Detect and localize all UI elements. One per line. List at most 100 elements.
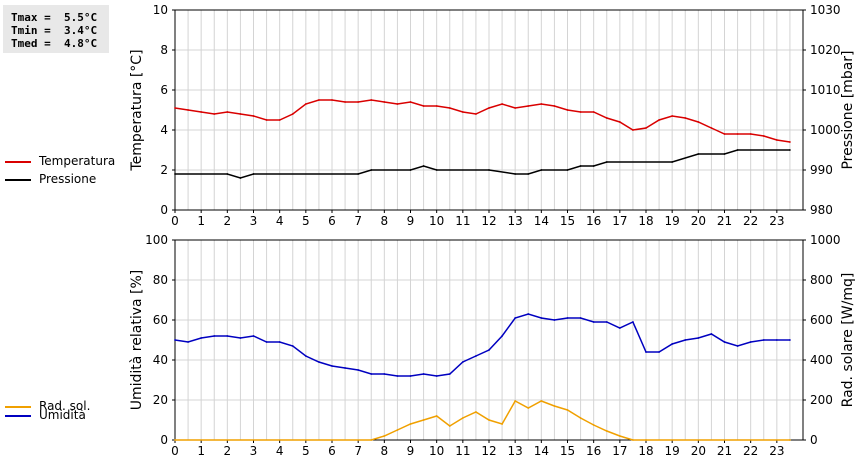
data-point-umidit	[514, 317, 517, 319]
data-point-umidit	[422, 373, 425, 375]
data-point-umidit	[775, 339, 778, 341]
bottom-x-tick-label: 23	[769, 444, 784, 458]
data-point-umidit	[723, 341, 726, 343]
legend-pressione-swatch	[5, 179, 31, 181]
data-point-pressione	[527, 173, 530, 175]
bottom-y2-tick-label: 1000	[810, 233, 841, 247]
bottom-x-tick-label: 15	[560, 444, 575, 458]
data-point-rad-sol	[540, 400, 543, 402]
top-x-tick-label: 4	[276, 214, 284, 228]
data-point-umidit	[540, 317, 543, 319]
data-point-umidit	[291, 345, 294, 347]
data-point-umidit	[618, 327, 621, 329]
data-point-umidit	[383, 373, 386, 375]
top-x-tick-label: 21	[717, 214, 732, 228]
data-point-temperatura	[501, 103, 503, 105]
data-point-temperatura	[200, 111, 203, 113]
legend-temperatura-swatch	[5, 161, 31, 163]
data-point-temperatura	[252, 115, 255, 117]
data-point-pressione	[226, 173, 229, 175]
data-point-temperatura	[775, 139, 778, 141]
data-point-rad-sol	[461, 417, 464, 419]
bottom-x-tick-label: 18	[638, 444, 653, 458]
data-point-temperatura	[605, 117, 608, 119]
data-point-umidit	[278, 341, 281, 343]
data-point-umidit	[697, 337, 700, 339]
data-point-pressione	[789, 149, 791, 151]
data-point-umidit	[370, 373, 373, 375]
data-point-pressione	[723, 153, 726, 155]
data-point-pressione	[736, 149, 739, 151]
data-point-temperatura	[553, 105, 556, 107]
data-point-temperatura	[357, 101, 360, 103]
top-x-tick-label: 13	[508, 214, 523, 228]
top-y2-tick-label: 1020	[810, 43, 841, 57]
bottom-x-tick-label: 10	[429, 444, 444, 458]
data-point-temperatura	[383, 101, 386, 103]
data-point-temperatura	[370, 99, 373, 101]
data-point-umidit	[239, 337, 242, 339]
data-point-rad-sol	[409, 423, 412, 425]
bottom-x-tick-label: 21	[717, 444, 732, 458]
bottom-x-tick-label: 22	[743, 444, 758, 458]
data-point-pressione	[252, 173, 255, 175]
bottom-x-tick-label: 3	[250, 444, 258, 458]
data-point-umidit	[252, 335, 255, 337]
data-point-pressione	[435, 169, 438, 171]
data-point-rad-sol	[422, 419, 425, 421]
top-x-tick-label: 22	[743, 214, 758, 228]
series-line-umidit	[174, 313, 790, 377]
bottom-x-tick-label: 8	[381, 444, 389, 458]
data-point-umidit	[344, 367, 346, 369]
series-line-pressione	[175, 149, 790, 179]
data-point-temperatura	[187, 109, 189, 111]
bottom-x-tick-label: 16	[586, 444, 601, 458]
bottom-x-tick-label: 14	[534, 444, 549, 458]
data-point-umidit	[200, 337, 203, 339]
data-point-umidit	[658, 351, 660, 353]
data-point-temperatura	[422, 105, 425, 107]
data-point-umidit	[605, 321, 608, 323]
data-point-umidit	[213, 335, 216, 337]
data-point-temperatura	[174, 107, 176, 109]
data-point-temperatura	[239, 113, 242, 115]
bottom-y-tick-label: 60	[153, 313, 168, 327]
data-point-umidit	[331, 365, 333, 367]
tmin-stat: Tmin = 3.4°C	[11, 24, 98, 37]
bottom-x-tick-label: 17	[612, 444, 627, 458]
bottom-x-tick-label: 7	[354, 444, 362, 458]
bottom-x-tick-label: 12	[481, 444, 496, 458]
top-x-tick-label: 11	[455, 214, 470, 228]
data-point-umidit	[527, 313, 530, 315]
data-point-temperatura	[475, 113, 477, 115]
data-point-temperatura	[488, 107, 490, 109]
top-y-tick-label: 10	[153, 3, 168, 17]
top-y-tick-label: 0	[160, 203, 168, 217]
top-y2-tick-label: 990	[810, 163, 833, 177]
data-point-umidit	[736, 345, 739, 347]
top-y2label: Pressione [mbar]	[840, 50, 856, 169]
data-point-temperatura	[304, 103, 307, 105]
top-y2-tick-label: 1010	[810, 83, 841, 97]
data-point-umidit	[632, 321, 634, 323]
top-x-tick-label: 0	[171, 214, 179, 228]
data-point-rad-sol	[605, 430, 608, 432]
data-point-pressione	[605, 161, 608, 163]
data-point-pressione	[422, 165, 425, 167]
bottom-x-tick-label: 0	[171, 444, 179, 458]
data-point-umidit	[265, 341, 268, 343]
data-point-temperatura	[344, 101, 346, 103]
data-point-temperatura	[762, 135, 765, 137]
data-point-pressione	[488, 169, 490, 171]
data-point-temperatura	[278, 119, 281, 121]
top-x-tick-label: 17	[612, 214, 627, 228]
data-point-umidit	[762, 339, 765, 341]
data-point-rad-sol	[618, 435, 621, 437]
data-point-pressione	[409, 169, 412, 171]
bottom-y2-tick-label: 600	[810, 313, 833, 327]
data-point-temperatura	[645, 127, 647, 129]
data-point-umidit	[357, 369, 360, 371]
data-point-temperatura	[671, 115, 674, 117]
data-point-rad-sol	[370, 439, 373, 441]
data-point-temperatura	[409, 101, 412, 103]
